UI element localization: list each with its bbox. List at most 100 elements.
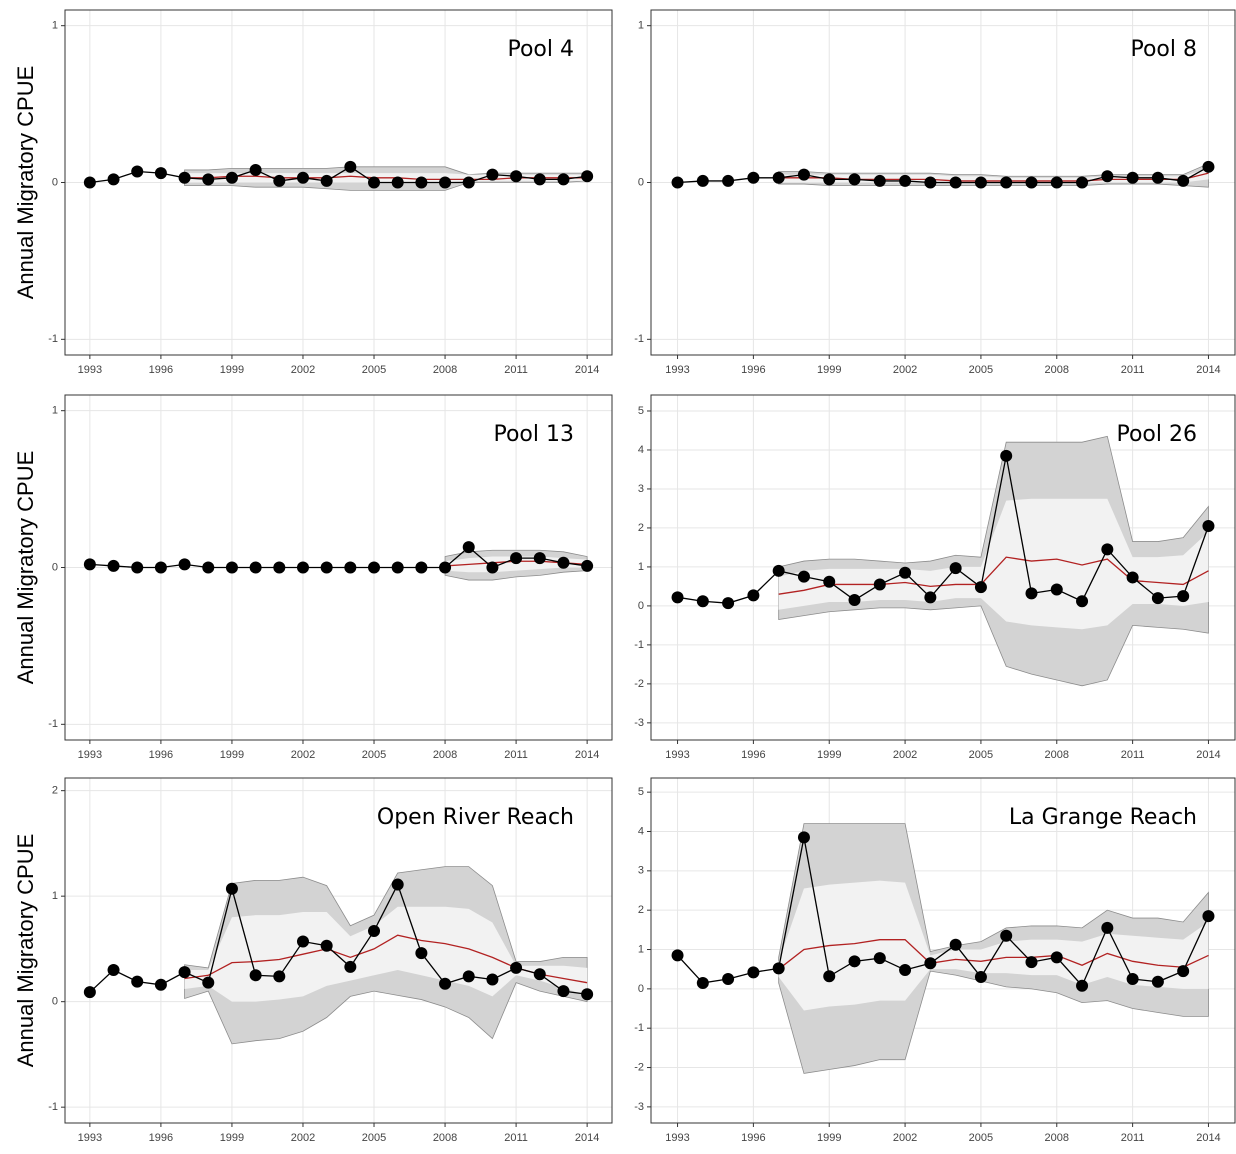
data-point: [671, 949, 684, 962]
data-point: [296, 561, 309, 574]
data-point: [320, 939, 333, 952]
data-point: [107, 173, 120, 186]
data-point: [107, 559, 120, 572]
data-point: [202, 561, 215, 574]
plot-border: [64, 777, 613, 1124]
panel: -3 -2 -1 0 1 2 3 4 5 1993 1996 1999 2002 2005 2008 2011…: [634, 777, 1236, 1144]
data-point: [439, 176, 452, 189]
panel-title: Pool 13: [493, 422, 574, 447]
panel-title: Pool 4: [507, 37, 574, 62]
panel-title: Open River Reach: [377, 805, 574, 830]
series-line: [677, 455, 1210, 604]
data-point: [873, 578, 886, 591]
x-tick-label: 2008: [1045, 1132, 1069, 1144]
y-tick-label: 4: [638, 825, 644, 837]
y-tick-label: 4: [638, 444, 644, 456]
y-tick-label: -1: [48, 333, 58, 345]
data-point: [747, 171, 760, 184]
x-tick-label: 1996: [149, 364, 173, 376]
x-tick-label: 1999: [817, 749, 841, 761]
data-point: [510, 961, 523, 974]
x-tick-label: 2002: [291, 749, 315, 761]
data-point: [368, 924, 381, 937]
y-tick-label: 1: [52, 890, 58, 902]
data-point: [557, 985, 570, 998]
x-tick-label: 2011: [504, 749, 528, 761]
y-tick-label: 3: [638, 865, 644, 877]
data-point: [557, 173, 570, 186]
y-tick-label: 5: [638, 786, 644, 798]
data-point: [510, 552, 523, 565]
panel: -1 0 1 1993 1996 1999 2002 2005 2008 2011 2014 Pool…: [13, 9, 613, 376]
data-point: [823, 575, 836, 588]
data-point: [949, 176, 962, 189]
panel-title: La Grange Reach: [1009, 805, 1197, 830]
y-tick-label: -1: [634, 1022, 644, 1034]
x-tick-label: 2014: [1196, 749, 1220, 761]
series-line: [89, 882, 588, 995]
data-point: [722, 597, 735, 610]
y-tick-label: 0: [638, 983, 644, 995]
x-tick-label: 1999: [817, 1132, 841, 1144]
data-point: [273, 561, 286, 574]
x-tick-label: 2002: [893, 364, 917, 376]
data-point: [1126, 571, 1139, 584]
data-point: [1126, 973, 1139, 986]
x-tick-label: 2011: [1121, 364, 1145, 376]
x-tick-label: 2008: [1045, 749, 1069, 761]
y-tick-label: 0: [638, 176, 644, 188]
x-tick-label: 2002: [893, 749, 917, 761]
data-point: [1177, 174, 1190, 187]
data-point: [823, 970, 836, 983]
data-point: [202, 173, 215, 186]
data-point: [924, 176, 937, 189]
data-point: [533, 173, 546, 186]
data-point: [848, 594, 861, 607]
data-point: [107, 964, 120, 977]
data-point: [1000, 449, 1013, 462]
y-tick-label: 2: [638, 522, 644, 534]
x-tick-label: 2014: [575, 364, 599, 376]
data-point: [1000, 929, 1013, 942]
data-point: [83, 986, 96, 999]
x-tick-label: 1996: [741, 364, 765, 376]
panel: -1 0 1 2 1993 1996 1999 2002 2005 2008 2011 2014 Ope…: [13, 777, 613, 1144]
data-point: [797, 168, 810, 181]
data-point: [320, 174, 333, 187]
data-point: [1076, 979, 1089, 992]
data-point: [1202, 519, 1215, 532]
x-tick-label: 2002: [291, 364, 315, 376]
data-point: [510, 170, 523, 183]
y-tick-label: 2: [638, 904, 644, 916]
data-point: [1101, 921, 1114, 934]
x-tick-label: 1993: [78, 364, 102, 376]
y-tick-label: -3: [634, 717, 644, 729]
y-tick-label: 3: [638, 483, 644, 495]
data-point: [1151, 975, 1164, 988]
data-point: [273, 970, 286, 983]
y-axis-label: Annual Migratory CPUE: [13, 66, 38, 300]
data-point: [154, 561, 167, 574]
data-point: [747, 966, 760, 979]
x-tick-label: 1993: [665, 364, 689, 376]
data-point: [1025, 176, 1038, 189]
data-point: [581, 559, 594, 572]
x-tick-label: 1996: [149, 1132, 173, 1144]
data-point: [462, 176, 475, 189]
data-point: [1025, 587, 1038, 600]
data-point: [225, 882, 238, 895]
x-tick-label: 2005: [969, 1132, 993, 1144]
data-point: [671, 591, 684, 604]
data-point: [974, 581, 987, 594]
data-point: [131, 975, 144, 988]
data-point: [462, 970, 475, 983]
y-tick-label: -3: [634, 1101, 644, 1113]
data-point: [974, 176, 987, 189]
data-point: [462, 541, 475, 554]
data-point: [1202, 160, 1215, 173]
x-tick-label: 2014: [1196, 1132, 1220, 1144]
data-point: [439, 977, 452, 990]
data-point: [178, 558, 191, 571]
data-point: [974, 971, 987, 984]
